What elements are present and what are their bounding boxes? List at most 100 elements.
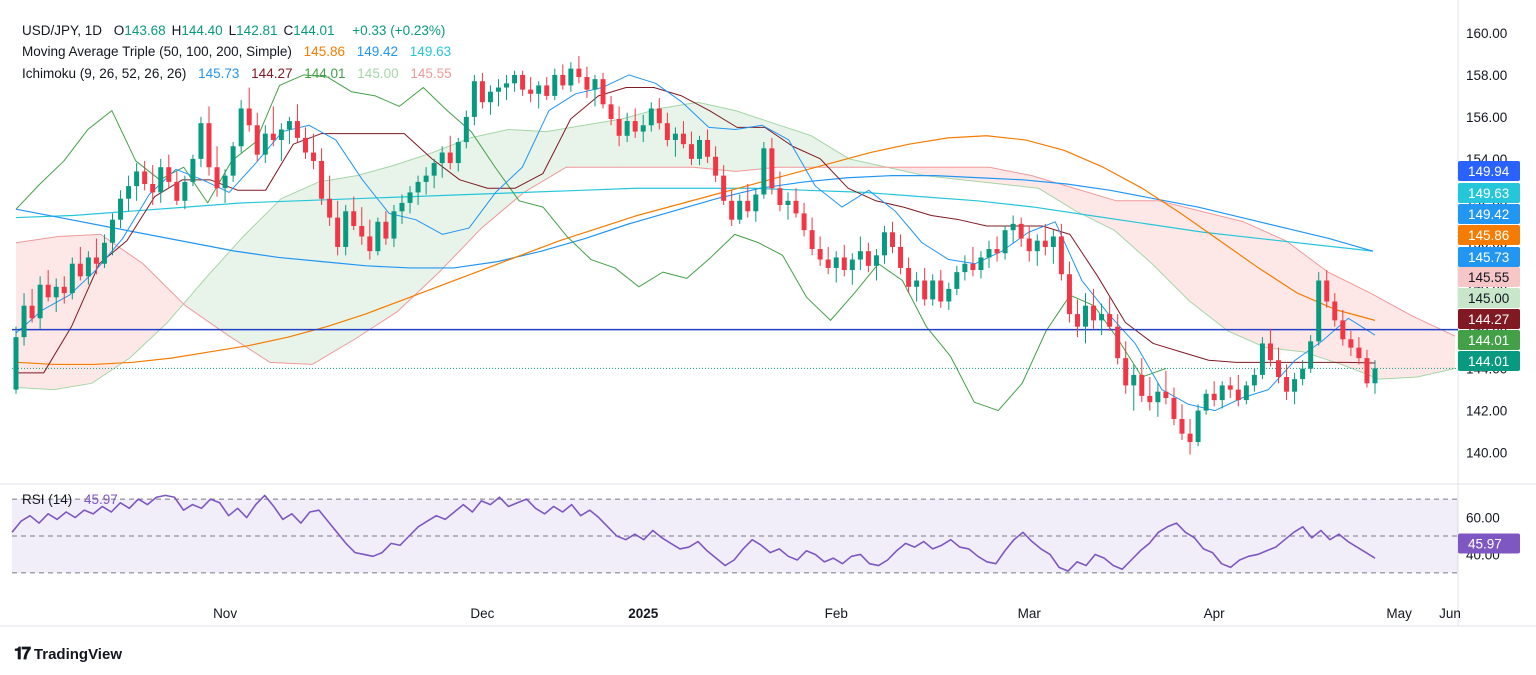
price-tag: 145.00 bbox=[1458, 288, 1520, 308]
tradingview-brand[interactable]: 𝟏𝟕 TradingView bbox=[14, 644, 122, 664]
cloud-segment bbox=[978, 167, 988, 183]
x-tick-label: 2025 bbox=[628, 606, 659, 621]
cloud-segment bbox=[1410, 314, 1420, 378]
cloud-segment bbox=[96, 234, 106, 380]
price-tag-label: 144.27 bbox=[1468, 312, 1509, 327]
cloud-segment bbox=[123, 250, 133, 362]
cloud-segment bbox=[501, 129, 511, 212]
cloud-segment bbox=[951, 167, 961, 180]
ohlc-c: C144.01 bbox=[283, 23, 335, 38]
rsi-tag-label: 45.97 bbox=[1468, 536, 1502, 551]
cloud-segment bbox=[240, 229, 250, 350]
candle-body bbox=[745, 200, 751, 212]
candle-body bbox=[1267, 343, 1273, 361]
cloud-segment bbox=[213, 259, 223, 332]
candle-body bbox=[431, 163, 437, 176]
brand-name: TradingView bbox=[33, 645, 122, 663]
symbol-label[interactable]: USD/JPY, 1D bbox=[22, 23, 103, 38]
spana-value: 145.00 bbox=[357, 66, 399, 81]
candle-body bbox=[504, 83, 510, 88]
cloud-segment bbox=[1086, 191, 1096, 221]
rsi-y-tick-label: 60.00 bbox=[1466, 511, 1500, 526]
candle-body bbox=[640, 125, 646, 132]
candle-body bbox=[528, 89, 534, 94]
candle-body bbox=[890, 232, 896, 247]
candle-body bbox=[423, 175, 429, 182]
cloud-segment bbox=[726, 108, 736, 172]
candle-body bbox=[1155, 391, 1161, 403]
price-tag-bg bbox=[1458, 330, 1520, 350]
candle-body bbox=[335, 217, 341, 247]
candle-body bbox=[930, 280, 936, 300]
candle-body bbox=[246, 108, 252, 126]
cloud-segment bbox=[564, 127, 574, 169]
cloud-segment bbox=[807, 134, 817, 168]
x-tick-label: Apr bbox=[1204, 606, 1226, 621]
cloud-segment bbox=[60, 235, 70, 389]
candle-body bbox=[608, 104, 614, 119]
price-tag-label: 145.86 bbox=[1468, 228, 1509, 243]
candle-body bbox=[254, 125, 260, 155]
cloud-segment bbox=[1239, 220, 1249, 340]
candle-body bbox=[463, 116, 469, 143]
candle-body bbox=[327, 198, 333, 218]
candle-body bbox=[568, 68, 574, 86]
cloud-segment bbox=[915, 167, 925, 176]
candle-body bbox=[881, 232, 887, 256]
cloud-segment bbox=[1392, 304, 1402, 379]
ma-label[interactable]: Moving Average Triple (50, 100, 200, Sim… bbox=[22, 44, 292, 59]
candle-body bbox=[536, 85, 542, 94]
cloud-segment bbox=[1320, 266, 1330, 361]
candle-body bbox=[624, 121, 630, 136]
candle-body bbox=[1042, 240, 1048, 247]
candle-body bbox=[1010, 223, 1016, 231]
cloud-segment bbox=[402, 159, 412, 307]
candle-body bbox=[311, 152, 317, 161]
cloud-segment bbox=[600, 121, 610, 168]
candle-body bbox=[1066, 274, 1072, 315]
cloud-segment bbox=[636, 112, 646, 168]
candle-body bbox=[230, 146, 236, 176]
cloud-segment bbox=[303, 184, 313, 365]
candle-body bbox=[721, 175, 727, 201]
cloud-segment bbox=[1077, 189, 1087, 217]
cloud-segment bbox=[1284, 239, 1294, 351]
candle-body bbox=[954, 272, 960, 289]
rsi-label[interactable]: RSI (14) bbox=[22, 492, 73, 507]
price-tag: 145.55 bbox=[1458, 267, 1520, 287]
cloud-segment bbox=[195, 278, 205, 320]
candle-body bbox=[1099, 314, 1105, 321]
candle-body bbox=[158, 167, 164, 193]
cloud-segment bbox=[933, 167, 943, 178]
candle-body bbox=[841, 257, 847, 271]
candle-body bbox=[479, 81, 485, 103]
cloud-segment bbox=[510, 129, 520, 204]
y-tick-label: 160.00 bbox=[1466, 26, 1507, 41]
cloud-segment bbox=[105, 238, 115, 374]
candle-body bbox=[914, 280, 920, 287]
candle-body bbox=[793, 200, 799, 214]
cloud-segment bbox=[1419, 319, 1429, 377]
price-tag: 144.01 bbox=[1458, 330, 1520, 350]
cloud-segment bbox=[114, 244, 124, 368]
candle-body bbox=[1235, 389, 1241, 401]
ichimoku-label[interactable]: Ichimoku (9, 26, 52, 26, 26) bbox=[22, 66, 187, 81]
candle-body bbox=[1332, 301, 1338, 321]
cloud-segment bbox=[249, 220, 259, 356]
candle-body bbox=[761, 148, 767, 195]
price-tag: 144.01 bbox=[1458, 351, 1520, 371]
candle-body bbox=[512, 74, 518, 84]
candle-body bbox=[978, 257, 984, 271]
candle-body bbox=[544, 85, 550, 96]
price-tag-bg bbox=[1458, 288, 1520, 308]
candle-body bbox=[101, 242, 107, 264]
cloud-segment bbox=[1293, 246, 1303, 352]
candle-body bbox=[286, 121, 292, 130]
candle-body bbox=[150, 184, 156, 193]
candle-body bbox=[61, 286, 67, 294]
candle-body bbox=[1123, 358, 1129, 386]
candle-body bbox=[471, 81, 477, 117]
candle-body bbox=[680, 133, 686, 145]
cloud-segment bbox=[861, 161, 871, 168]
